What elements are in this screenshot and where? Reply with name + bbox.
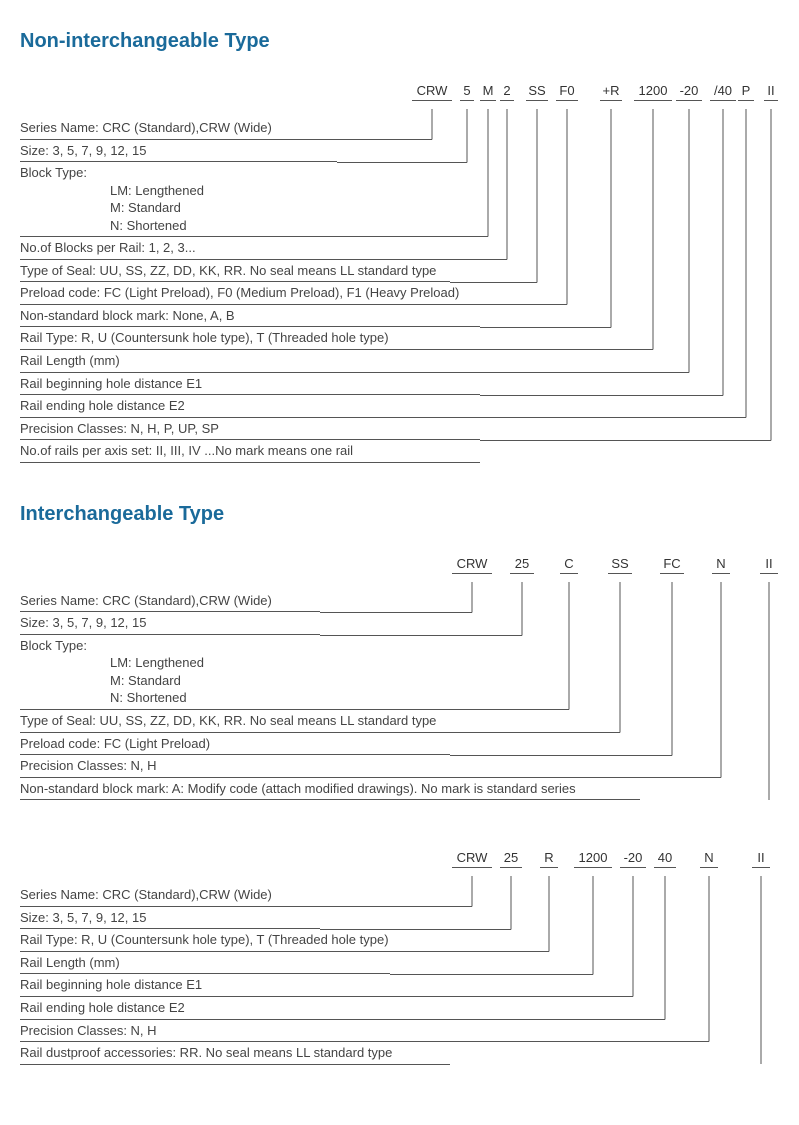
- section1-code-row: CRW 5M2 SS F0 +R 1200-20/40P II: [20, 83, 779, 105]
- desc-row: Non-standard block mark: None, A, B: [20, 305, 480, 328]
- desc-row: Size: 3, 5, 7, 9, 12, 15: [20, 140, 337, 163]
- section2-block1: CRW 25 C SS FC N II Series Name: CRC (Standard…: [20, 556, 779, 800]
- desc-row: Rail Length (mm): [20, 350, 480, 373]
- desc-row: Series Name: CRC (Standard),CRW (Wide): [20, 590, 320, 613]
- code-cell: C: [560, 556, 578, 574]
- code-cell: CRW: [452, 556, 492, 574]
- desc-subline: M: Standard: [20, 672, 320, 690]
- desc-row: Rail dustproof accessories: RR. No seal …: [20, 1042, 450, 1065]
- desc-row: Precision Classes: N, H, P, UP, SP: [20, 418, 480, 441]
- code-cell: M: [480, 83, 496, 101]
- desc-row: Preload code: FC (Light Preload): [20, 733, 450, 756]
- desc-subline: LM: Lengthened: [20, 182, 337, 200]
- desc-row: Size: 3, 5, 7, 9, 12, 15: [20, 612, 320, 635]
- code-cell: 1200: [634, 83, 672, 101]
- desc-row: Series Name: CRC (Standard),CRW (Wide): [20, 117, 337, 140]
- desc-row: No.of rails per axis set: II, III, IV ..…: [20, 440, 480, 463]
- desc-subline: N: Shortened: [20, 689, 320, 707]
- code-cell: +R: [600, 83, 622, 101]
- code-cell: SS: [608, 556, 632, 574]
- code-cell: CRW: [452, 850, 492, 868]
- code-cell: II: [760, 556, 778, 574]
- code-cell: CRW: [412, 83, 452, 101]
- code-cell: P: [738, 83, 754, 101]
- desc-subline: N: Shortened: [20, 217, 337, 235]
- code-cell: II: [764, 83, 778, 101]
- section2-title: Interchangeable Type: [20, 503, 779, 526]
- section1-desc: Series Name: CRC (Standard),CRW (Wide)Si…: [20, 109, 779, 463]
- desc-row: Rail Length (mm): [20, 952, 390, 975]
- desc-row: Series Name: CRC (Standard),CRW (Wide): [20, 884, 320, 907]
- desc-row: Precision Classes: N, H: [20, 755, 450, 778]
- desc-row: Precision Classes: N, H: [20, 1020, 390, 1043]
- code-cell: 5: [460, 83, 474, 101]
- code-cell: SS: [526, 83, 548, 101]
- code-cell: -20: [676, 83, 702, 101]
- section1-title: Non-interchangeable Type: [20, 30, 779, 53]
- desc-row: Rail beginning hole distance E1: [20, 373, 480, 396]
- desc-row: Rail beginning hole distance E1: [20, 974, 390, 997]
- desc-row: Size: 3, 5, 7, 9, 12, 15: [20, 907, 320, 930]
- desc-row: Block Type:LM: LengthenedM: StandardN: S…: [20, 635, 320, 710]
- desc-row: Block Type:LM: LengthenedM: StandardN: S…: [20, 162, 337, 237]
- section1-block: CRW 5M2 SS F0 +R 1200-20/40P II Series Name: C…: [20, 83, 779, 463]
- code-cell: 25: [510, 556, 534, 574]
- desc-row: Rail ending hole distance E2: [20, 997, 390, 1020]
- code-cell: R: [540, 850, 558, 868]
- code-cell: -20: [620, 850, 646, 868]
- code-cell: II: [752, 850, 770, 868]
- code-cell: F0: [556, 83, 578, 101]
- section2-block1-code-row: CRW 25 C SS FC N II: [20, 556, 779, 578]
- code-cell: 2: [500, 83, 514, 101]
- code-cell: N: [712, 556, 730, 574]
- code-cell: 25: [500, 850, 522, 868]
- desc-row: Non-standard block mark: A: Modify code …: [20, 778, 640, 801]
- desc-subline: LM: Lengthened: [20, 654, 320, 672]
- code-cell: 1200: [574, 850, 612, 868]
- section2-block2: CRW 25 R 1200 -20 40 N II Series Name: CRC (Sta…: [20, 850, 779, 1064]
- desc-row: Preload code: FC (Light Preload), F0 (Me…: [20, 282, 480, 305]
- desc-subline: M: Standard: [20, 199, 337, 217]
- code-cell: 40: [654, 850, 676, 868]
- code-cell: FC: [660, 556, 684, 574]
- section2-block1-desc: Series Name: CRC (Standard),CRW (Wide)Si…: [20, 582, 779, 800]
- section2-block2-code-row: CRW 25 R 1200 -20 40 N II: [20, 850, 779, 872]
- desc-row: Rail Type: R, U (Countersunk hole type),…: [20, 929, 390, 952]
- desc-row: Type of Seal: UU, SS, ZZ, DD, KK, RR. No…: [20, 710, 450, 733]
- desc-row: Rail ending hole distance E2: [20, 395, 480, 418]
- code-cell: /40: [710, 83, 736, 101]
- desc-row: Type of Seal: UU, SS, ZZ, DD, KK, RR. No…: [20, 260, 450, 283]
- desc-row: No.of Blocks per Rail: 1, 2, 3...: [20, 237, 337, 260]
- code-cell: N: [700, 850, 718, 868]
- section2-block2-desc: Series Name: CRC (Standard),CRW (Wide)Si…: [20, 876, 779, 1064]
- desc-row: Rail Type: R, U (Countersunk hole type),…: [20, 327, 480, 350]
